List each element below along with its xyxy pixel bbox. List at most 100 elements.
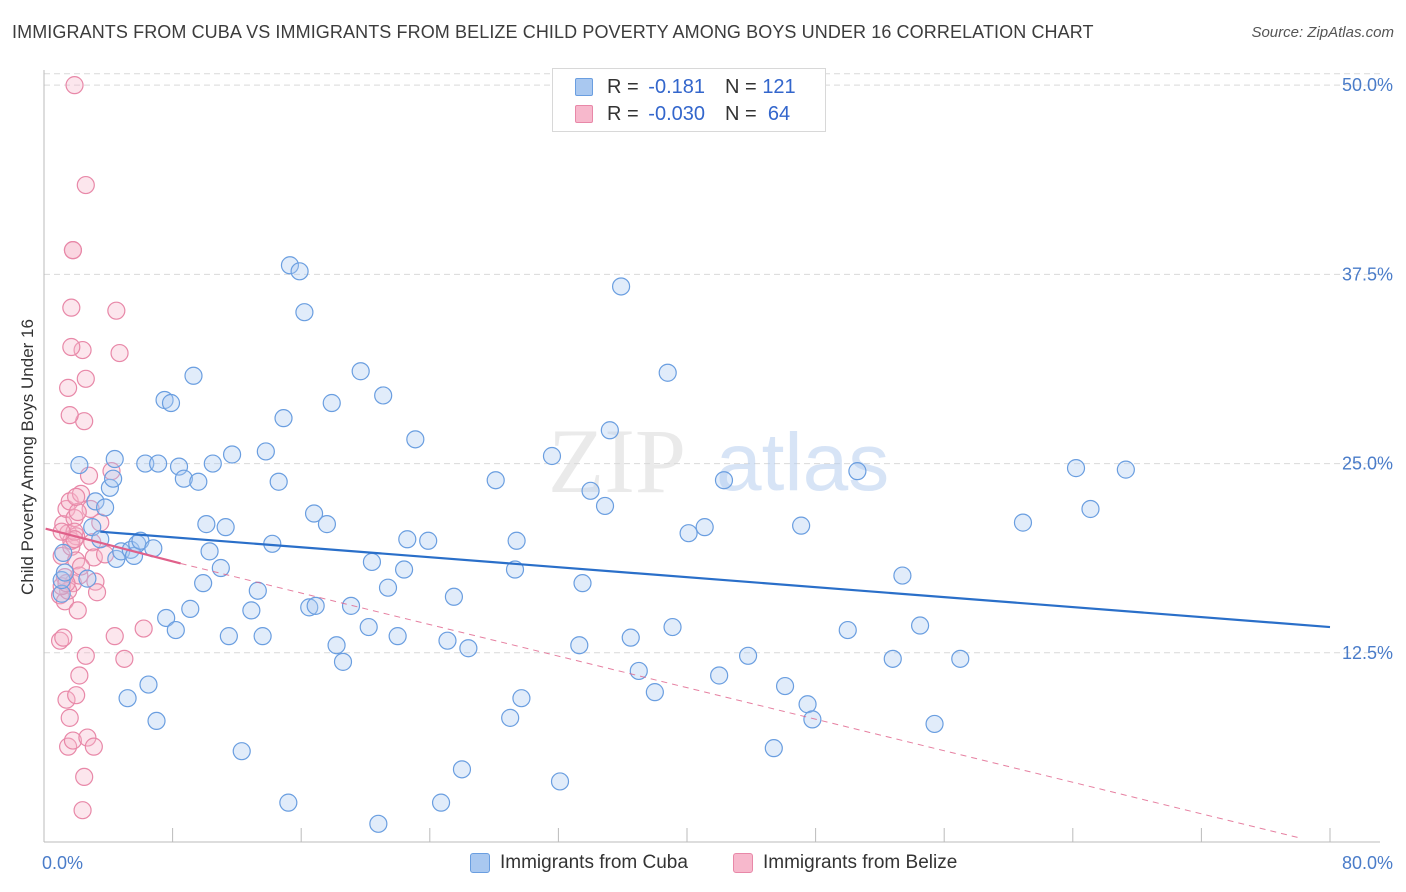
y-axis-label: Child Poverty Among Boys Under 16 xyxy=(18,319,37,595)
point-belize-38 xyxy=(62,337,81,357)
y-tick-labels: 12.5% 25.0% 37.5% 50.0% xyxy=(1342,75,1393,663)
point-cuba-88 xyxy=(595,496,615,516)
chart-source: Source: ZipAtlas.com xyxy=(1251,24,1394,41)
point-cuba-46 xyxy=(256,442,275,461)
point-belize-54 xyxy=(134,619,153,638)
point-cuba-45 xyxy=(253,627,272,646)
point-cuba-61 xyxy=(341,596,361,615)
legend-row-cuba: R = -0.181 N = 121 xyxy=(575,75,799,99)
point-cuba-51 xyxy=(280,256,300,275)
point-belize-26 xyxy=(84,548,103,567)
point-cuba-1 xyxy=(54,543,73,562)
point-cuba-114 xyxy=(1066,459,1086,478)
point-belize-18 xyxy=(70,666,89,685)
point-cuba-102 xyxy=(764,739,783,758)
point-cuba-58 xyxy=(322,393,341,413)
point-cuba-41 xyxy=(222,445,242,464)
point-cuba-48 xyxy=(269,472,288,491)
point-belize-20 xyxy=(75,767,94,787)
point-belize-39 xyxy=(59,378,78,397)
legend-swatch-cuba xyxy=(470,853,490,873)
point-cuba-66 xyxy=(374,386,393,405)
point-belize-13 xyxy=(57,690,76,709)
legend-r-value-belize: -0.030 xyxy=(648,102,705,125)
series-cuba-points xyxy=(52,256,1135,833)
point-belize-36 xyxy=(76,369,95,388)
trend-line-belize-extended xyxy=(180,562,1298,838)
point-cuba-26 xyxy=(157,608,176,628)
point-cuba-21 xyxy=(139,675,158,694)
watermark-atlas: atlas xyxy=(716,417,889,508)
point-belize-22 xyxy=(78,728,97,747)
point-cuba-109 xyxy=(893,566,912,585)
point-belize-62 xyxy=(67,487,86,506)
point-cuba-116 xyxy=(1116,460,1135,479)
point-cuba-76 xyxy=(452,760,472,779)
legend-n-label: N = xyxy=(725,75,757,98)
legend-item-cuba[interactable]: Immigrants from Cuba xyxy=(470,852,688,874)
point-cuba-43 xyxy=(242,601,261,620)
point-cuba-75 xyxy=(444,587,464,606)
point-cuba-49 xyxy=(274,409,293,428)
point-cuba-100 xyxy=(738,646,758,665)
point-cuba-59 xyxy=(327,636,346,655)
legend-r-label: R = xyxy=(607,102,639,125)
point-belize-12 xyxy=(54,628,73,647)
y-tick-label-3: 50.0% xyxy=(1342,75,1393,95)
point-belize-53 xyxy=(115,649,134,668)
point-belize-41 xyxy=(62,298,81,317)
point-cuba-73 xyxy=(431,793,451,812)
legend-n-label: N = xyxy=(725,102,757,125)
point-belize-44 xyxy=(52,577,71,596)
point-cuba-105 xyxy=(803,710,822,729)
legend-row-belize: R = -0.030 N = 64 xyxy=(575,102,799,126)
point-cuba-104 xyxy=(798,695,817,714)
legend-item-belize[interactable]: Immigrants from Belize xyxy=(733,852,957,874)
legend-r-value-cuba: -0.181 xyxy=(648,75,705,98)
point-cuba-64 xyxy=(362,552,382,572)
point-cuba-91 xyxy=(621,628,640,647)
point-cuba-27 xyxy=(161,393,181,413)
point-cuba-107 xyxy=(848,462,867,481)
series-legend: Immigrants from Cuba Immigrants from Bel… xyxy=(0,852,1406,878)
correlation-legend: R = -0.181 N = 121 R = -0.030 N = 64 xyxy=(552,68,826,132)
axes xyxy=(43,70,1380,843)
point-cuba-63 xyxy=(359,617,378,637)
point-cuba-35 xyxy=(197,515,216,534)
point-cuba-39 xyxy=(216,518,235,537)
y-tick-label-1: 25.0% xyxy=(1342,454,1393,474)
point-cuba-81 xyxy=(512,689,531,708)
point-cuba-31 xyxy=(181,599,200,618)
point-belize-19 xyxy=(73,801,92,820)
point-cuba-108 xyxy=(883,649,902,668)
trend-lines xyxy=(45,527,1331,838)
point-belize-57 xyxy=(63,241,83,260)
point-cuba-36 xyxy=(200,542,219,561)
point-cuba-74 xyxy=(438,631,457,650)
legend-swatch-belize xyxy=(575,105,593,123)
point-cuba-79 xyxy=(501,708,520,727)
point-cuba-89 xyxy=(600,421,619,440)
point-cuba-54 xyxy=(300,598,319,617)
point-cuba-55 xyxy=(304,504,324,523)
point-cuba-97 xyxy=(695,518,714,537)
point-belize-21 xyxy=(76,646,95,665)
point-cuba-5 xyxy=(78,569,97,588)
chart-title: IMMIGRANTS FROM CUBA VS IMMIGRANTS FROM … xyxy=(12,22,1094,42)
point-cuba-60 xyxy=(333,652,353,671)
point-belize-17 xyxy=(67,686,86,705)
watermark: ZIP atlas xyxy=(548,410,889,512)
point-cuba-111 xyxy=(925,714,944,734)
legend-label-belize: Immigrants from Belize xyxy=(763,852,958,873)
point-cuba-37 xyxy=(203,454,222,473)
point-belize-52 xyxy=(110,343,129,363)
point-cuba-15 xyxy=(118,689,137,708)
point-cuba-93 xyxy=(645,683,664,702)
point-cuba-53 xyxy=(295,303,314,322)
point-belize-43 xyxy=(76,175,95,195)
point-cuba-113 xyxy=(1013,513,1033,532)
point-cuba-34 xyxy=(194,574,213,593)
point-cuba-99 xyxy=(714,471,734,490)
point-belize-11 xyxy=(50,631,70,650)
point-cuba-0 xyxy=(52,584,71,603)
